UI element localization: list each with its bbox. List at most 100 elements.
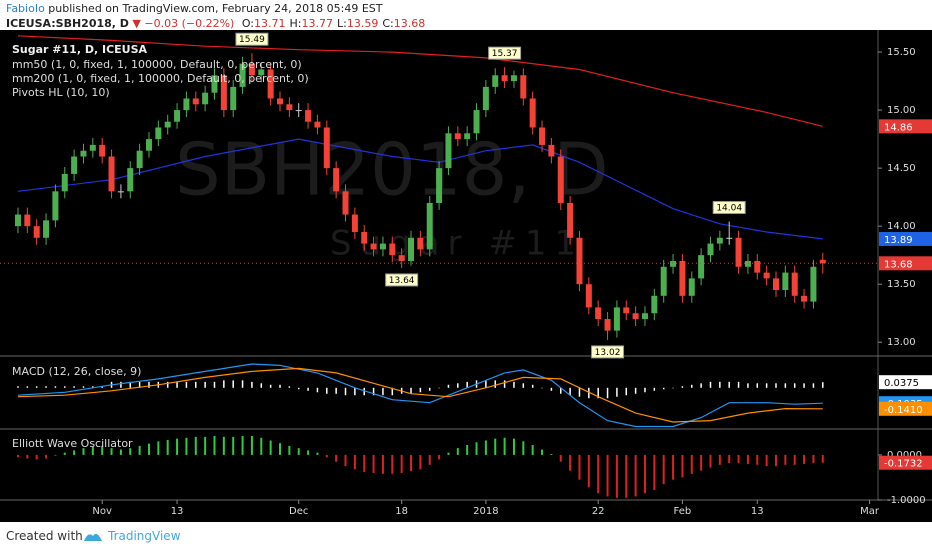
macd-histogram <box>737 381 740 388</box>
pivot-box <box>235 32 269 46</box>
macd-histogram <box>17 386 19 388</box>
moving-average <box>17 138 823 240</box>
macd-histogram <box>223 380 225 388</box>
oscillator-bar <box>447 452 450 455</box>
macd-histogram <box>307 387 309 391</box>
candle-body <box>295 110 302 112</box>
candle-body <box>707 243 714 256</box>
macd-histogram <box>73 386 75 388</box>
macd-histogram <box>550 387 553 391</box>
price-tag-label: -0.1732 <box>884 459 923 470</box>
candle-body <box>567 202 574 238</box>
macd-histogram <box>634 387 637 394</box>
oscillator-bar <box>241 435 244 455</box>
oscillator-bar <box>325 454 328 458</box>
oscillator-bar <box>728 454 731 464</box>
oscillator-bar <box>138 445 141 455</box>
macd-histogram <box>54 386 57 388</box>
x-tick-label: Nov <box>92 506 112 517</box>
moving-average <box>17 35 823 127</box>
oscillator-bar <box>73 450 76 455</box>
candle-body <box>89 144 96 151</box>
price-tag <box>879 455 932 470</box>
macd-histogram <box>166 381 169 388</box>
ohlc-value: 13.59 <box>346 17 379 30</box>
oscillator-bar <box>157 441 160 455</box>
candle-body <box>810 266 817 302</box>
author[interactable]: FabioIo <box>6 2 45 15</box>
oscillator-bar <box>428 454 431 465</box>
candle-body <box>641 313 648 320</box>
x-tick-label: 18 <box>395 506 408 517</box>
candle-body <box>183 98 190 111</box>
pivot-box <box>712 201 746 215</box>
macd-histogram <box>120 381 122 388</box>
pivot-box <box>488 46 522 60</box>
oscillator-bar <box>101 445 104 455</box>
candle-body <box>782 272 789 290</box>
oscillator-bar <box>737 454 740 464</box>
candle-body <box>632 313 639 320</box>
oscillator-bar <box>653 454 656 491</box>
candle-body <box>417 237 424 250</box>
ohlc-key: L: <box>337 17 347 30</box>
oscillator-bar <box>381 454 384 474</box>
candle-body <box>772 278 779 290</box>
candle-body <box>426 202 433 250</box>
oscillator-bar <box>812 454 815 464</box>
macd-histogram <box>92 386 94 388</box>
legend-entry: Pivots HL (10, 10) <box>12 86 110 99</box>
candle-body <box>492 75 499 87</box>
macd-histogram <box>428 387 431 391</box>
macd-histogram <box>719 381 721 388</box>
oscillator-bar <box>512 438 515 455</box>
candle-body <box>595 307 602 320</box>
oscillator-bar <box>503 437 506 455</box>
macd-histogram <box>213 381 216 388</box>
price-tag-label: 13.68 <box>884 259 913 270</box>
macd-histogram <box>597 387 599 399</box>
oscillator-bar <box>438 454 441 460</box>
candle-body <box>670 260 677 267</box>
candle-body <box>305 110 312 122</box>
oscillator-bar <box>475 442 478 455</box>
candle-body <box>801 295 808 302</box>
oscillator-bar <box>82 448 85 455</box>
brand[interactable]: TradingView <box>108 529 181 543</box>
price-tag-label: 14.86 <box>884 122 913 133</box>
candle-body <box>791 272 798 296</box>
candle-body <box>14 214 21 227</box>
oscillator-bar <box>569 454 572 471</box>
macd-histogram <box>485 380 487 388</box>
ohlc-key: C: <box>382 17 394 30</box>
candle-body <box>24 214 31 227</box>
macd-line <box>17 363 823 428</box>
oscillator-bar <box>119 449 122 455</box>
y-tick-label: -1.0000 <box>887 495 926 506</box>
price-tag-label: 0.0375 <box>884 378 919 389</box>
footer: Created with TradingView <box>0 522 932 550</box>
macd-histogram <box>26 386 29 388</box>
arrow: ▼ <box>132 17 141 30</box>
legend-entry: mm50 (1, 0, fixed, 1, 100000, Default, 0… <box>12 58 302 71</box>
oscillator-bar <box>232 436 235 455</box>
candle-body <box>136 150 143 169</box>
x-tick-label: 22 <box>592 506 605 517</box>
macd-histogram <box>503 380 506 388</box>
oscillator-bar <box>176 438 179 455</box>
candle-body <box>174 110 181 122</box>
oscillator-bar <box>690 454 693 474</box>
y-tick-label: 14.00 <box>887 221 916 232</box>
oscillator-bar <box>372 454 375 473</box>
candle-body <box>510 75 517 82</box>
candle-body <box>613 307 620 331</box>
oscillator-bar <box>250 435 253 455</box>
x-tick-label: Feb <box>674 506 692 517</box>
macd-histogram <box>812 383 815 388</box>
candle-body <box>192 98 199 105</box>
oscillator-bar <box>784 454 787 465</box>
macd-histogram <box>644 387 646 393</box>
oscillator-bar <box>559 454 562 462</box>
oscillator-bar <box>344 454 347 467</box>
macd-histogram <box>616 387 618 397</box>
